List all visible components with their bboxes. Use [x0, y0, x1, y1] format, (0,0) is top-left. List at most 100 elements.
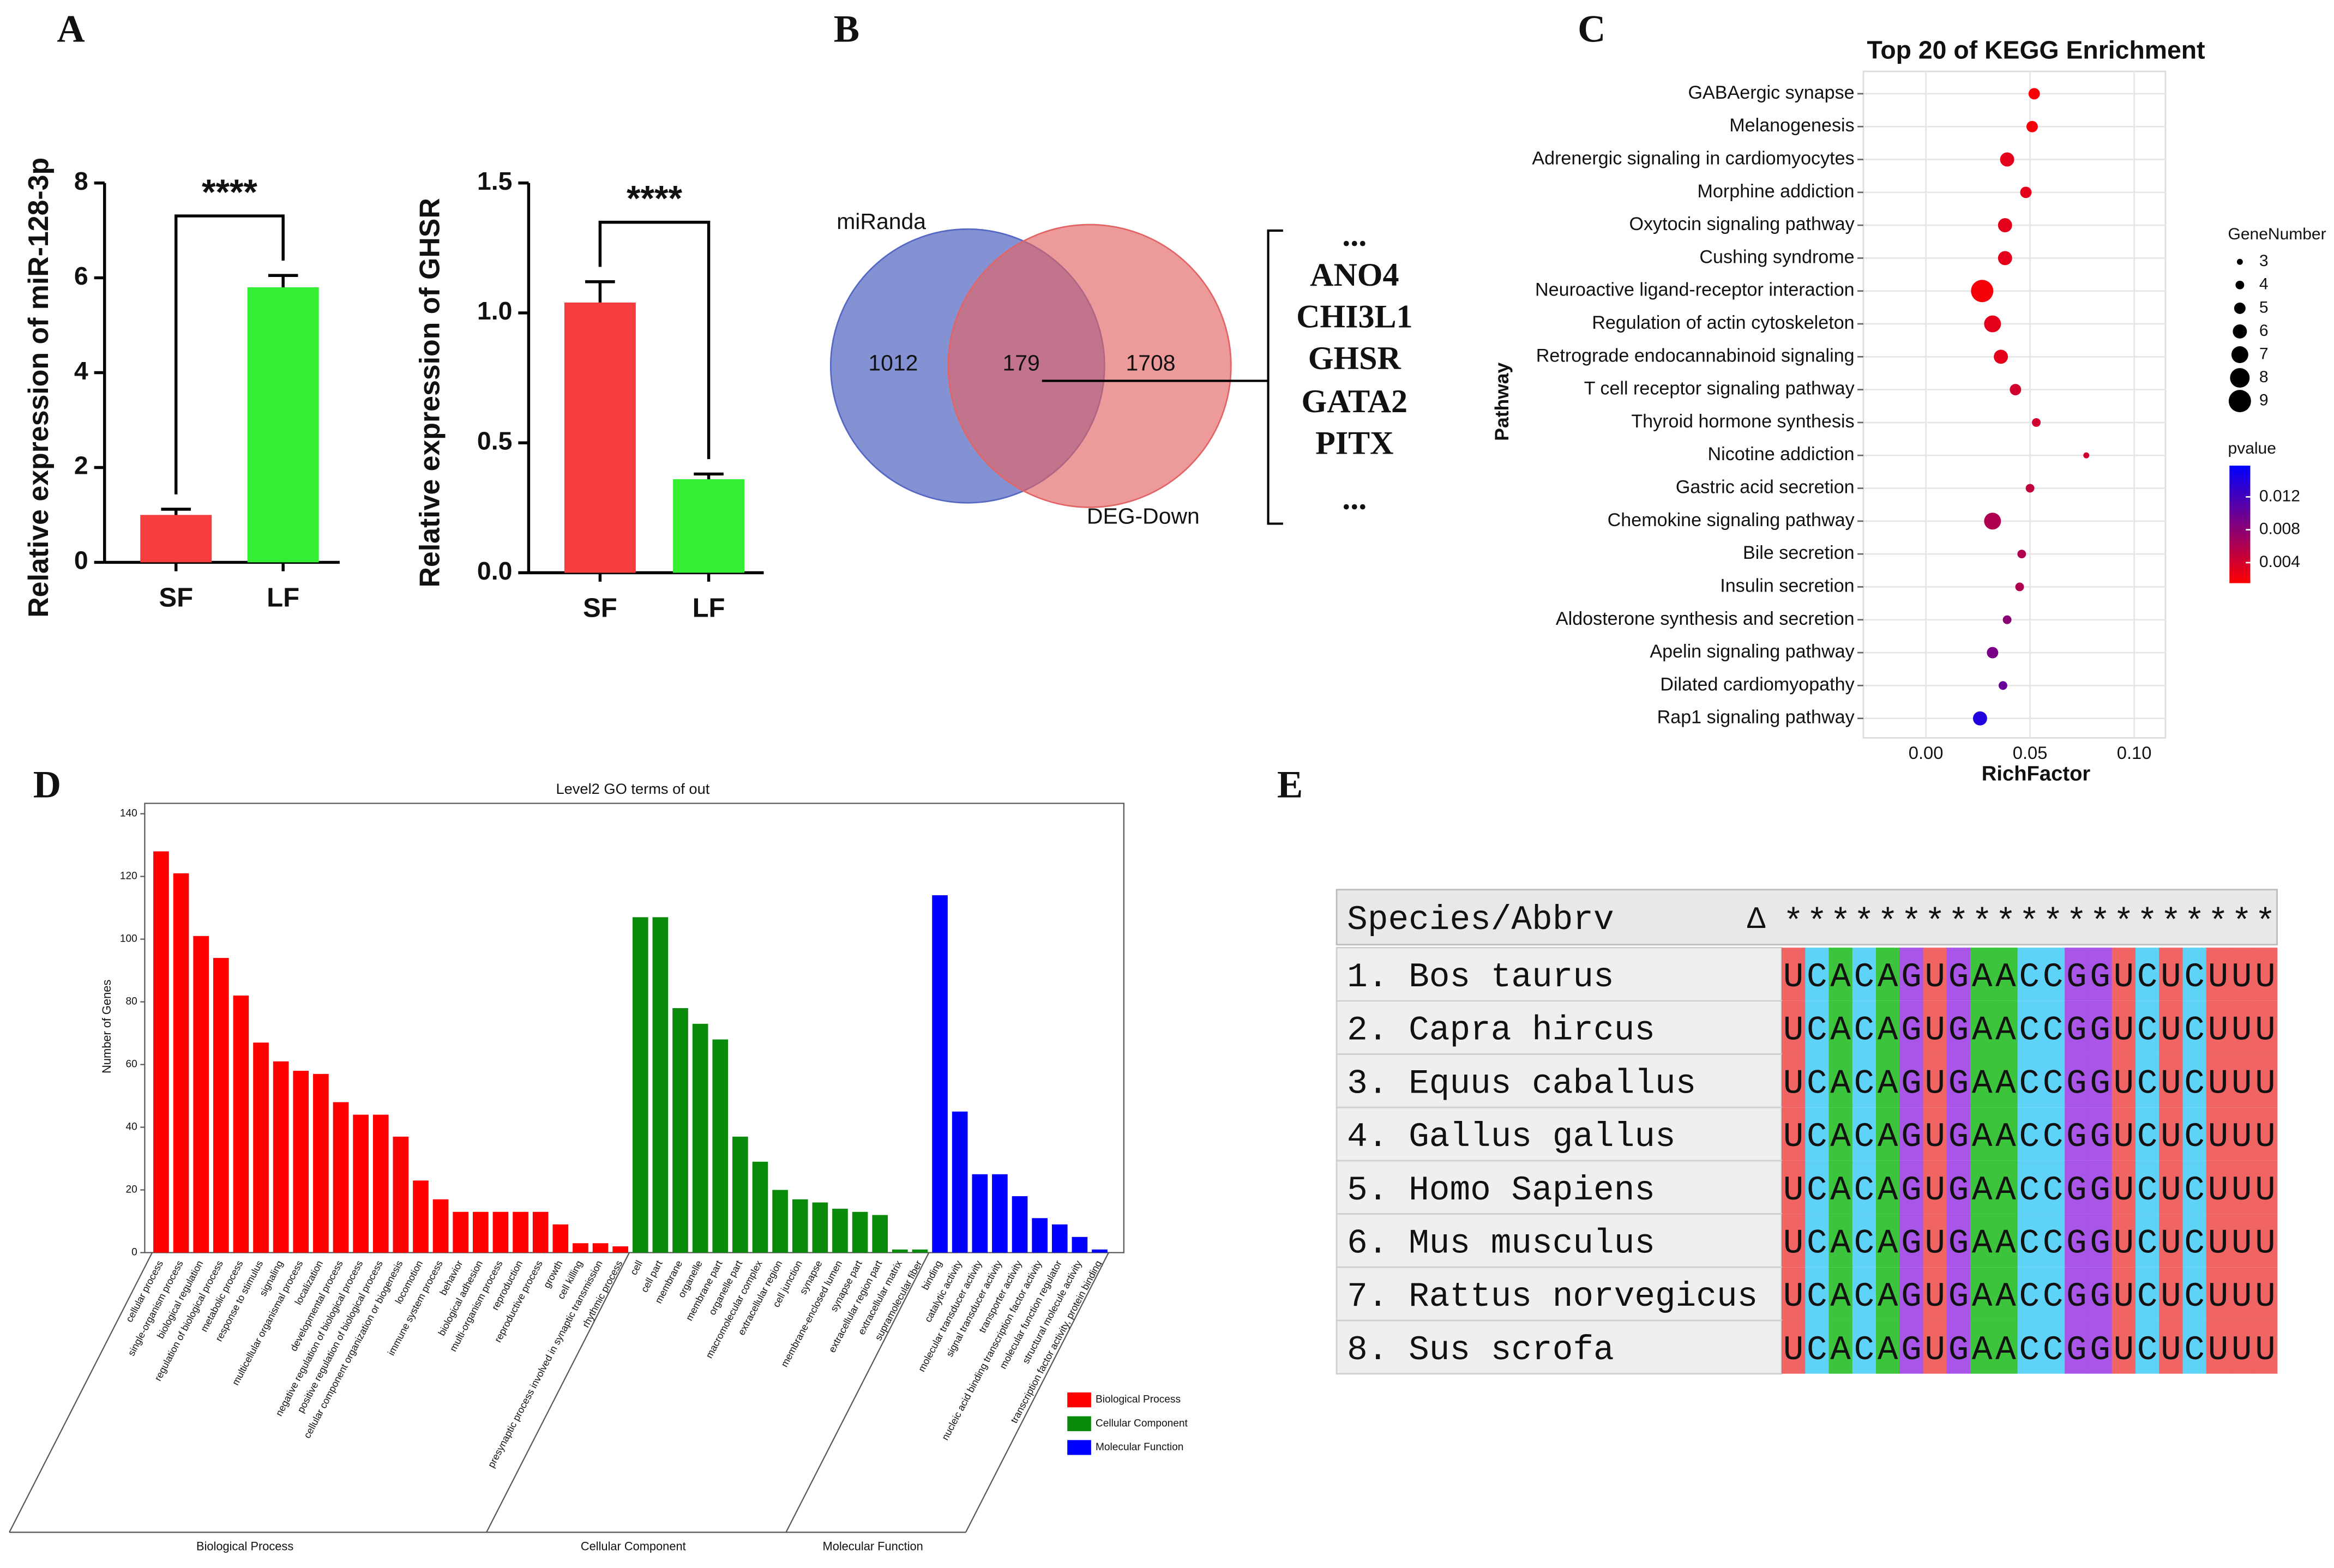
nucleotide-cell	[1828, 1107, 1853, 1161]
nucleotide-cell	[1781, 1214, 1806, 1268]
bar	[752, 1161, 768, 1253]
nucleotide-cell	[1946, 948, 1971, 1001]
nucleotide-cell	[2159, 1320, 2183, 1374]
nucleotide-cell	[1828, 1160, 1853, 1214]
nucleotide-cell	[2182, 1320, 2207, 1374]
bar	[453, 1211, 469, 1253]
nucleotide-cell	[1899, 1000, 1924, 1054]
species-label: 8. Sus scrofa	[1347, 1331, 1614, 1370]
nucleotide-cell	[2159, 1000, 2183, 1054]
nucleotide-cell	[2088, 1214, 2113, 1268]
nucleotide-cell	[2230, 1054, 2254, 1108]
dot	[1971, 280, 1994, 303]
bar	[532, 1211, 549, 1253]
significance-bracket	[174, 214, 285, 494]
y-tick-label: 100	[120, 933, 137, 945]
legend-dot	[2233, 324, 2247, 339]
nucleotide-cell	[1805, 1107, 1830, 1161]
nucleotide-cell	[2017, 1320, 2042, 1374]
y-tick-label: 120	[120, 871, 137, 882]
x-axis-label: RichFactor	[1982, 762, 2091, 786]
header-row	[1336, 889, 2278, 946]
nucleotide-cell	[2230, 1320, 2254, 1374]
nucleotide-cell	[2206, 1214, 2230, 1268]
nucleotide-cell	[2159, 1107, 2183, 1161]
row-bg	[1336, 1160, 1783, 1215]
nucleotide-cell	[2041, 1267, 2065, 1320]
nucleotide-cell	[2065, 1214, 2089, 1268]
nucleotide-cell	[1852, 1267, 1876, 1320]
nucleotide-cell	[1970, 1214, 1995, 1268]
gene-label: ANO4	[1310, 257, 1399, 293]
nucleotide-cell	[2065, 1107, 2089, 1161]
nucleotide-cell	[2182, 1214, 2207, 1268]
row-bg	[1336, 1319, 1783, 1375]
nucleotide-cell	[2253, 1320, 2278, 1374]
nucleotide-cell	[2206, 948, 2230, 1001]
nucleotide-cell	[1923, 948, 1947, 1001]
sequence: UCACAGUGAACCGGUCUCUUU	[1783, 1064, 2276, 1103]
error-bar	[268, 274, 298, 287]
bar	[432, 1199, 449, 1253]
nucleotide-cell	[2182, 1267, 2207, 1320]
legend-label: 8	[2259, 368, 2269, 386]
nucleotide-cell	[2017, 1214, 2042, 1268]
bar	[333, 1102, 349, 1253]
bar	[233, 996, 249, 1253]
nucleotide-cell	[2230, 1267, 2254, 1320]
nucleotide-cell	[1852, 1214, 1876, 1268]
nucleotide-cell	[2135, 1267, 2160, 1320]
nucleotide-cell	[2017, 948, 2042, 1001]
nucleotide-cell	[2253, 1267, 2278, 1320]
nucleotide-cell	[2135, 1320, 2160, 1374]
y-tick-label: 0	[131, 1247, 137, 1258]
nucleotide-cell	[1994, 1000, 2018, 1054]
y-tick-label: 8	[74, 167, 88, 195]
y-tick-label: Rap1 signaling pathway	[1657, 707, 1855, 728]
panel-label: B	[834, 8, 859, 50]
header-species: Species/Abbrv	[1347, 901, 1614, 939]
x-tick-label: 0.05	[2013, 743, 2048, 763]
bar	[652, 917, 669, 1253]
nucleotide-cell	[2017, 1000, 2042, 1054]
header-delta: Δ	[1746, 901, 1766, 934]
gene-label: GHSR	[1308, 340, 1401, 376]
chart-title: Top 20 of KEGG Enrichment	[1867, 36, 2205, 64]
sequence: UCACAGUGAACCGGUCUCUUU	[1783, 1224, 2276, 1263]
bar	[353, 1114, 369, 1253]
nucleotide-cell	[1876, 1054, 1900, 1108]
nucleotide-cell	[2206, 1160, 2230, 1214]
nucleotide-cell	[1946, 1107, 1971, 1161]
y-axis-label: Relative expression of miR-128-3p	[22, 158, 54, 618]
dot	[2020, 186, 2032, 198]
row-bg	[1336, 1213, 1783, 1268]
nucleotide-cell	[2088, 1267, 2113, 1320]
nucleotide-cell	[2253, 1054, 2278, 1108]
nucleotide-cell	[2041, 1160, 2065, 1214]
chart-title: Level2 GO terms of out	[556, 780, 709, 797]
sequence: UCACAGUGAACCGGUCUCUUU	[1783, 1171, 2276, 1210]
nucleotide-cell	[2088, 1320, 2113, 1374]
dot	[1994, 349, 2008, 364]
nucleotide-cell	[2065, 1160, 2089, 1214]
count-label: 1708	[1126, 350, 1175, 375]
nucleotide-cell	[1899, 1320, 1924, 1374]
bar	[812, 1202, 828, 1253]
bar	[173, 873, 189, 1253]
nucleotide-cell	[1781, 1000, 1806, 1054]
bar	[852, 1211, 868, 1253]
group-label: Molecular Function	[823, 1540, 923, 1553]
colorbar-label: 0.004	[2259, 553, 2300, 571]
dot	[2025, 484, 2035, 493]
legend-label: Biological Process	[1096, 1394, 1181, 1406]
nucleotide-cell	[2112, 1000, 2136, 1054]
nucleotide-cell	[1994, 1107, 2018, 1161]
row-bg	[1336, 1000, 1783, 1055]
nucleotide-cell	[1923, 1214, 1947, 1268]
bar	[564, 302, 636, 573]
nucleotide-cell	[1994, 1320, 2018, 1374]
nucleotide-cell	[2182, 1000, 2207, 1054]
bar	[672, 1008, 688, 1253]
y-tick-label: Retrograde endocannabinoid signaling	[1536, 345, 1855, 366]
